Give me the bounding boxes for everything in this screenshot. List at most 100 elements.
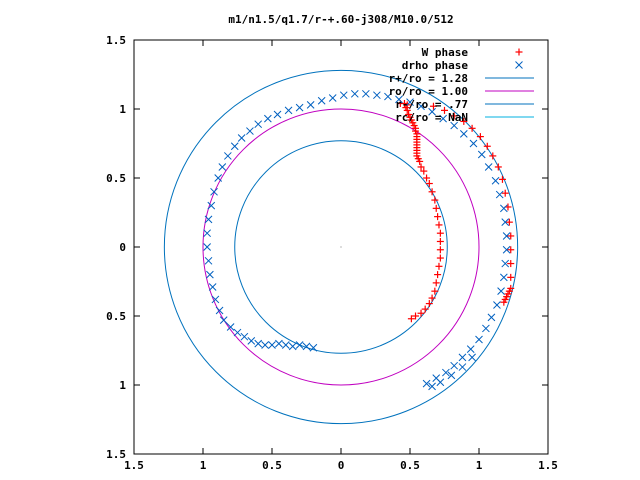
data-point-drho-phase	[439, 114, 447, 123]
x-tick-label: 0.5	[262, 459, 282, 472]
data-point-drho-phase	[428, 107, 436, 116]
data-point-drho-phase	[487, 313, 496, 322]
data-point-drho-phase	[493, 301, 501, 309]
data-point-drho-phase	[501, 218, 510, 227]
legend-label: r-/ro = .77	[395, 98, 468, 111]
circle-1	[202, 108, 480, 386]
data-point-drho-phase	[233, 328, 242, 337]
data-point-drho-phase	[237, 134, 246, 142]
data-point-drho-phase	[203, 243, 211, 251]
data-point-drho-phase	[204, 215, 213, 224]
y-tick-label: 1	[119, 379, 126, 392]
data-point-drho-phase	[501, 259, 510, 268]
data-point-w-phase	[507, 246, 515, 254]
data-point-w-phase	[425, 180, 433, 188]
data-point-drho-phase	[210, 187, 218, 196]
data-point-drho-phase	[395, 95, 403, 104]
data-point-drho-phase	[204, 256, 213, 265]
data-point-w-phase	[489, 152, 497, 160]
y-tick-label: 1.5	[106, 448, 126, 461]
data-point-drho-phase	[491, 176, 500, 185]
data-point-drho-phase	[328, 94, 337, 102]
data-point-w-phase	[460, 117, 468, 125]
data-point-w-phase	[494, 163, 502, 171]
x-tick-label: 1.5	[124, 459, 144, 472]
data-point-w-phase	[436, 229, 444, 237]
legend-label: drho phase	[402, 59, 469, 72]
data-point-w-phase	[425, 300, 433, 308]
data-point-w-phase	[436, 254, 444, 262]
data-point-w-phase	[435, 221, 443, 229]
reference-circles	[163, 69, 519, 425]
data-point-drho-phase	[306, 101, 315, 109]
data-point-drho-phase	[458, 363, 467, 371]
data-point-w-phase	[500, 298, 508, 306]
data-point-w-phase	[434, 213, 442, 221]
data-point-drho-phase	[361, 89, 370, 98]
data-point-drho-phase	[469, 139, 478, 148]
data-point-w-phase	[417, 163, 425, 171]
data-point-w-phase	[429, 102, 437, 110]
data-point-w-phase	[417, 309, 425, 317]
data-point-drho-phase	[203, 229, 211, 238]
circle-0	[163, 69, 519, 425]
data-point-w-phase	[435, 262, 443, 270]
data-point-drho-phase	[350, 89, 359, 98]
data-point-w-phase	[501, 189, 509, 197]
data-point-drho-phase	[215, 306, 224, 315]
data-point-drho-phase	[484, 163, 493, 171]
data-point-drho-phase	[214, 174, 223, 182]
data-point-drho-phase	[442, 368, 450, 377]
legend-label: rc/ro = NaN	[395, 111, 468, 124]
legend-marker-swatch	[515, 61, 523, 69]
data-point-drho-phase	[223, 152, 232, 160]
legend-label: r+/ro = 1.28	[389, 72, 468, 85]
data-point-w-phase	[420, 167, 428, 175]
legend-marker-swatch	[515, 48, 523, 56]
data-point-drho-phase	[447, 371, 456, 380]
data-point-drho-phase	[302, 342, 311, 351]
data-point-drho-phase	[450, 121, 459, 130]
data-point-drho-phase	[475, 335, 483, 344]
data-point-drho-phase	[502, 245, 511, 254]
data-point-drho-phase	[459, 129, 468, 138]
data-point-drho-phase	[373, 91, 381, 100]
data-point-w-phase	[431, 196, 439, 204]
data-point-drho-phase	[482, 324, 490, 333]
y-tick-label: 1	[119, 103, 126, 116]
legend-label: ro/ro = 1.00	[389, 85, 468, 98]
data-point-drho-phase	[240, 332, 249, 341]
data-point-drho-phase	[428, 382, 436, 391]
data-point-drho-phase	[284, 106, 293, 115]
data-point-drho-phase	[264, 114, 272, 123]
data-point-drho-phase	[384, 92, 392, 101]
circle-2	[234, 140, 448, 354]
data-point-w-phase	[407, 315, 415, 323]
data-point-w-phase	[403, 106, 411, 114]
data-point-drho-phase	[499, 273, 508, 282]
data-point-w-phase	[468, 124, 476, 132]
data-point-drho-phase	[273, 110, 282, 119]
data-point-drho-phase	[226, 323, 235, 331]
data-point-w-phase	[476, 133, 484, 141]
y-tick-label: 1.5	[106, 34, 126, 47]
data-point-drho-phase	[339, 91, 348, 100]
chart-title: m1/n1.5/q1.7/r-+.60-j308/M10.0/512	[228, 13, 453, 26]
data-point-drho-phase	[466, 345, 475, 353]
data-point-w-phase	[416, 157, 424, 165]
data-point-w-phase	[432, 204, 440, 212]
data-points	[203, 89, 515, 391]
x-tick-label: 0.5	[400, 459, 420, 472]
axis-ticks: 1.5 1 0.5 0 0.5 1 1.51.510.500.511.5	[106, 34, 558, 472]
data-point-drho-phase	[417, 102, 425, 111]
data-point-w-phase	[483, 142, 491, 150]
legend-label: W phase	[422, 46, 469, 59]
data-point-drho-phase	[247, 336, 256, 345]
data-point-w-phase	[434, 271, 442, 279]
data-point-w-phase	[507, 273, 515, 281]
data-point-drho-phase	[317, 96, 326, 105]
data-point-w-phase	[421, 305, 429, 313]
data-point-drho-phase	[254, 339, 263, 348]
data-point-drho-phase	[206, 270, 214, 279]
